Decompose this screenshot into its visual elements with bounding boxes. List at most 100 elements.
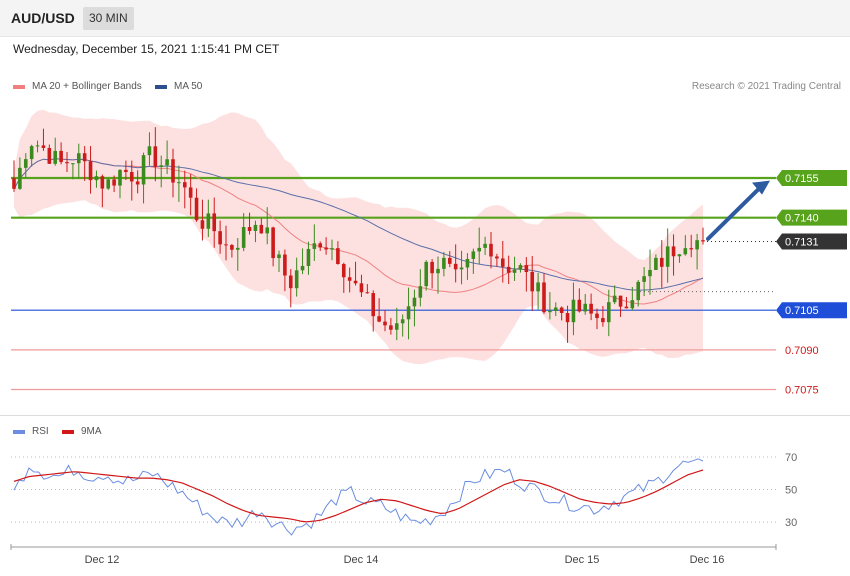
- candle-body: [418, 286, 423, 298]
- candle-body: [212, 213, 217, 232]
- candle-body: [701, 240, 705, 242]
- candle-body: [182, 182, 187, 188]
- forecast-arrow-shaft: [706, 184, 763, 241]
- panel-divider: [0, 415, 850, 416]
- x-axis-label: Dec 14: [344, 554, 379, 566]
- candle-body: [453, 263, 458, 270]
- candle-body: [218, 231, 222, 245]
- legend-rsi: RSI: [13, 426, 49, 437]
- candle-body: [412, 297, 417, 307]
- candle-body: [312, 243, 317, 249]
- candle-body: [606, 302, 611, 323]
- candle-body: [442, 257, 446, 269]
- candle-body: [306, 248, 311, 266]
- candle-body: [436, 268, 440, 274]
- candle-body: [542, 282, 546, 313]
- candle-body: [642, 276, 646, 282]
- candle-body: [88, 161, 93, 181]
- rsi-panel: 30 50 70: [11, 452, 797, 536]
- candle-body: [665, 246, 670, 267]
- candle-body: [324, 247, 328, 250]
- rsi-tick-label: 30: [785, 517, 797, 529]
- candle-body: [618, 295, 623, 307]
- candle-body: [683, 248, 688, 255]
- candle-body: [294, 270, 299, 289]
- candle-body: [636, 281, 641, 301]
- candle-body: [235, 247, 240, 250]
- rsi-ma-legend-label: 9MA: [81, 426, 102, 437]
- candle-body: [82, 153, 87, 162]
- support-price-tag-bg: [776, 302, 847, 319]
- candle-body: [536, 282, 540, 292]
- resistance-price-tag-label: 0.7155: [785, 173, 819, 185]
- toolbar: AUD/USD 30 MIN: [0, 0, 850, 37]
- bollinger-bands: [14, 109, 703, 365]
- candle-body: [153, 146, 158, 167]
- candle-body: [671, 246, 676, 257]
- candle-body: [471, 251, 476, 259]
- candle-body: [265, 227, 270, 234]
- candle-body: [571, 299, 576, 323]
- resistance-price-tag-label: 0.7140: [785, 213, 819, 225]
- candle-body: [565, 313, 570, 323]
- forecast-arrow-head: [752, 180, 770, 195]
- candle-body: [353, 280, 358, 284]
- candle-body: [377, 316, 381, 322]
- candle-body: [500, 258, 505, 267]
- candle-body: [188, 187, 193, 198]
- candle-body: [659, 257, 664, 267]
- candles: [12, 127, 705, 343]
- ma20-swatch: [13, 84, 25, 89]
- candle-body: [341, 264, 346, 278]
- candle-body: [654, 257, 658, 270]
- candle-body: [483, 243, 487, 248]
- candle-body: [601, 318, 605, 323]
- candle-body: [406, 306, 411, 320]
- x-axis-label: Dec 15: [565, 554, 600, 566]
- candle-body: [524, 265, 529, 273]
- timestamp: Wednesday, December 15, 2021 1:15:41 PM …: [13, 42, 280, 56]
- candle-body: [624, 306, 629, 309]
- candle-body: [630, 300, 635, 309]
- candle-body: [677, 254, 682, 257]
- candle-body: [106, 179, 111, 189]
- candle-body: [518, 265, 523, 270]
- candle-body: [400, 319, 405, 324]
- candle-body: [253, 224, 258, 231]
- resistance-price-tag-bg: [776, 209, 847, 226]
- rsi-ma-swatch: [62, 429, 74, 434]
- candle-body: [530, 272, 535, 292]
- candle-body: [76, 153, 81, 164]
- candle-body: [94, 176, 99, 181]
- candle-body: [177, 182, 181, 184]
- candle-body: [559, 307, 564, 314]
- ma50-swatch: [155, 84, 167, 89]
- bollinger-band-area: [14, 109, 703, 365]
- candle-body: [589, 303, 593, 314]
- candle-body: [159, 165, 164, 167]
- candle-body: [477, 247, 482, 252]
- candle-body: [359, 283, 364, 293]
- rsi-ma-line: [13, 469, 704, 523]
- support-price-tag-label: 0.7105: [785, 305, 819, 317]
- candle-body: [512, 269, 517, 273]
- rsi-line: [13, 458, 704, 536]
- ma20-legend-label: MA 20 + Bollinger Bands: [32, 81, 142, 92]
- resistance-price-tag-bg: [776, 170, 847, 187]
- x-axis-label: Dec 16: [690, 554, 725, 566]
- moving-averages: [13, 158, 704, 305]
- candle-body: [147, 146, 152, 156]
- rsi-legend-label: RSI: [32, 426, 49, 437]
- candle-body: [112, 179, 116, 186]
- x-axis-label: Dec 12: [85, 554, 120, 566]
- timeframe-button[interactable]: 30 MIN: [83, 7, 134, 30]
- candle-body: [224, 244, 228, 246]
- candle-body: [65, 162, 69, 164]
- candle-body: [430, 261, 434, 274]
- candle-body: [271, 227, 275, 259]
- candle-body: [59, 150, 63, 163]
- candle-body: [35, 145, 40, 147]
- candle-body: [259, 224, 264, 234]
- forecast-arrow: [706, 180, 770, 241]
